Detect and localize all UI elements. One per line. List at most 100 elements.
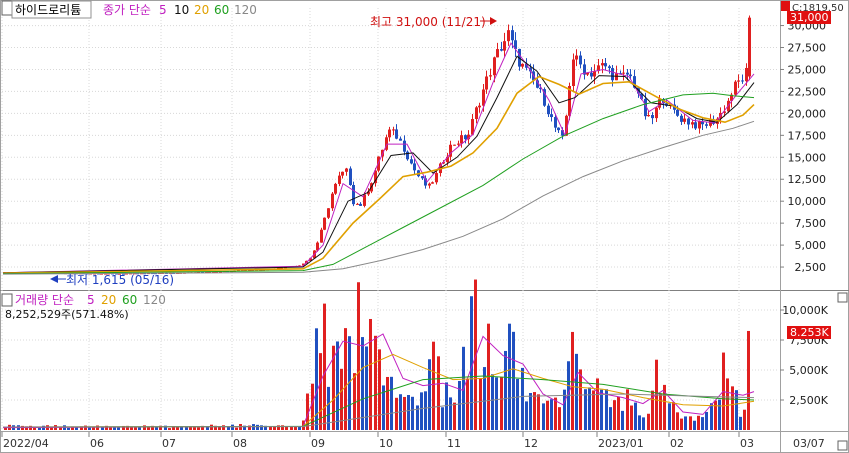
vol-ma-period-120: 120 (143, 293, 166, 307)
volume-bar (319, 353, 322, 430)
candle-body (460, 135, 463, 144)
candle-body (514, 40, 517, 49)
candle-body (622, 72, 625, 74)
volume-bar (437, 356, 440, 430)
volume-bar (550, 399, 553, 430)
volume-bar (369, 318, 372, 430)
volume-gridlines (2, 309, 779, 401)
candle-body (399, 138, 402, 141)
volume-bar (248, 425, 251, 430)
price-tick-label: 7,500 (795, 217, 827, 230)
volume-bar (390, 376, 393, 430)
toggle-square-icon[interactable] (1, 0, 13, 16)
toggle-square-icon[interactable] (1, 293, 13, 307)
candle-body (608, 66, 611, 69)
price-tick-label: 5,000 (795, 239, 827, 252)
volume-bar (243, 425, 246, 430)
candle-body (482, 89, 485, 106)
candle-body (694, 122, 697, 129)
volume-bar (395, 397, 398, 430)
volume-bar (403, 396, 406, 430)
candle-body (323, 217, 326, 230)
volume-bar (361, 337, 364, 430)
candle-body (467, 134, 470, 140)
volume-bar (554, 397, 557, 430)
candle-body (727, 100, 730, 112)
price-tick-label: 12,500 (788, 173, 827, 186)
volume-bar (105, 425, 108, 430)
volume-bar (512, 331, 515, 430)
candle-body (125, 273, 128, 275)
scroll-end-icon[interactable] (837, 440, 848, 451)
price-badge-bg (787, 11, 831, 24)
candle-body (219, 271, 222, 273)
date-tick-label: 12 (524, 437, 538, 450)
candle-body (395, 129, 398, 139)
candle-body (590, 72, 593, 77)
date-tick-label: 07 (162, 437, 176, 450)
volume-ma-line-120 (2, 393, 755, 428)
volume-bar (96, 425, 99, 430)
candle-body (644, 98, 647, 117)
date-tick-label: 03 (740, 437, 754, 450)
candle-body (496, 49, 499, 58)
candle-body (658, 99, 661, 108)
volume-bar (697, 415, 700, 430)
candle-body (385, 137, 388, 150)
panel-resize-icon[interactable] (837, 292, 848, 303)
volume-bar (151, 425, 154, 430)
volume-bar (668, 403, 671, 430)
candle-body (525, 63, 528, 68)
volume-bar (458, 380, 461, 430)
volume-bar (365, 346, 368, 430)
stock-name-box[interactable] (11, 0, 92, 19)
volume-bar (71, 426, 74, 430)
candle-body (640, 93, 643, 99)
volume-bar (218, 426, 221, 430)
volume-bar (491, 374, 494, 430)
volume-bar (529, 393, 532, 430)
volume-bar (189, 426, 192, 430)
price-tick-label: 17,500 (788, 129, 827, 142)
volume-bar (647, 413, 650, 430)
candle-body (367, 191, 370, 195)
volume-bar (164, 425, 167, 430)
volume-moving-average-lines (2, 333, 755, 429)
volume-bar (378, 349, 381, 430)
volume-bar (441, 407, 444, 430)
candle-body (593, 70, 596, 77)
volume-bar (596, 378, 599, 430)
volume-bar (642, 417, 645, 430)
volume-bar (525, 401, 528, 430)
candle-body (413, 163, 416, 171)
ma-period-10: 10 (174, 3, 189, 17)
volume-bar (172, 425, 175, 430)
volume-bar (411, 396, 414, 430)
corner-label: C:1819.50 (792, 3, 844, 14)
volume-ma-line-5 (2, 333, 755, 429)
candle-body (536, 80, 539, 88)
volume-bar (735, 390, 738, 430)
right-arrow-icon (490, 17, 497, 25)
candle-body (154, 273, 157, 275)
volume-bar (605, 389, 608, 430)
date-tick-label: 02 (670, 437, 684, 450)
volume-bar (663, 384, 666, 430)
candle-body (428, 183, 431, 186)
volume-bar (122, 425, 125, 430)
candle-body (424, 178, 427, 186)
volume-bar (185, 427, 188, 430)
corner-marker-icon (781, 1, 790, 11)
volume-bar (201, 425, 204, 430)
candle-body (431, 182, 434, 184)
volume-bar (281, 425, 284, 430)
candle-body (554, 117, 557, 128)
volume-bar (50, 427, 53, 430)
volume-bar (290, 426, 293, 430)
candle-body (586, 72, 589, 75)
volume-bar (155, 426, 158, 430)
volume-bar (571, 331, 574, 430)
volume-bar (336, 341, 339, 430)
candle-body (122, 273, 125, 275)
last-volume: 8,252,529주(571.48%) (5, 308, 129, 321)
